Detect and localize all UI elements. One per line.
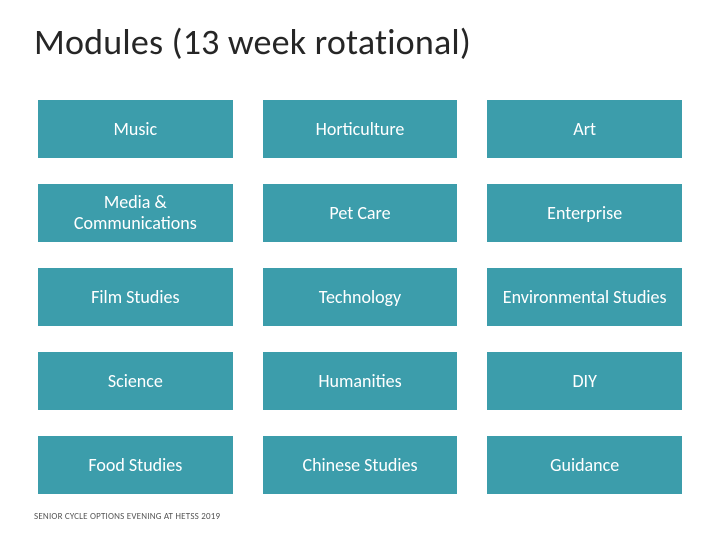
slide-title: Modules (13 week rotational)	[34, 20, 686, 64]
module-tile: Pet Care	[263, 184, 458, 242]
module-tile: Enterprise	[487, 184, 682, 242]
module-tile: DIY	[487, 352, 682, 410]
module-tile: Environmental Studies	[487, 268, 682, 326]
slide: Modules (13 week rotational) Music Horti…	[0, 0, 720, 540]
module-tile: Technology	[263, 268, 458, 326]
module-tile: Media & Communications	[38, 184, 233, 242]
module-tile: Food Studies	[38, 436, 233, 494]
module-tile: Science	[38, 352, 233, 410]
module-tile: Humanities	[263, 352, 458, 410]
footer-text: SENIOR CYCLE OPTIONS EVENING AT HETSS 20…	[34, 511, 220, 522]
module-tile: Chinese Studies	[263, 436, 458, 494]
module-tile: Guidance	[487, 436, 682, 494]
module-grid: Music Horticulture Art Media & Communica…	[34, 100, 686, 494]
module-tile: Horticulture	[263, 100, 458, 158]
module-tile: Music	[38, 100, 233, 158]
module-tile: Film Studies	[38, 268, 233, 326]
module-tile: Art	[487, 100, 682, 158]
